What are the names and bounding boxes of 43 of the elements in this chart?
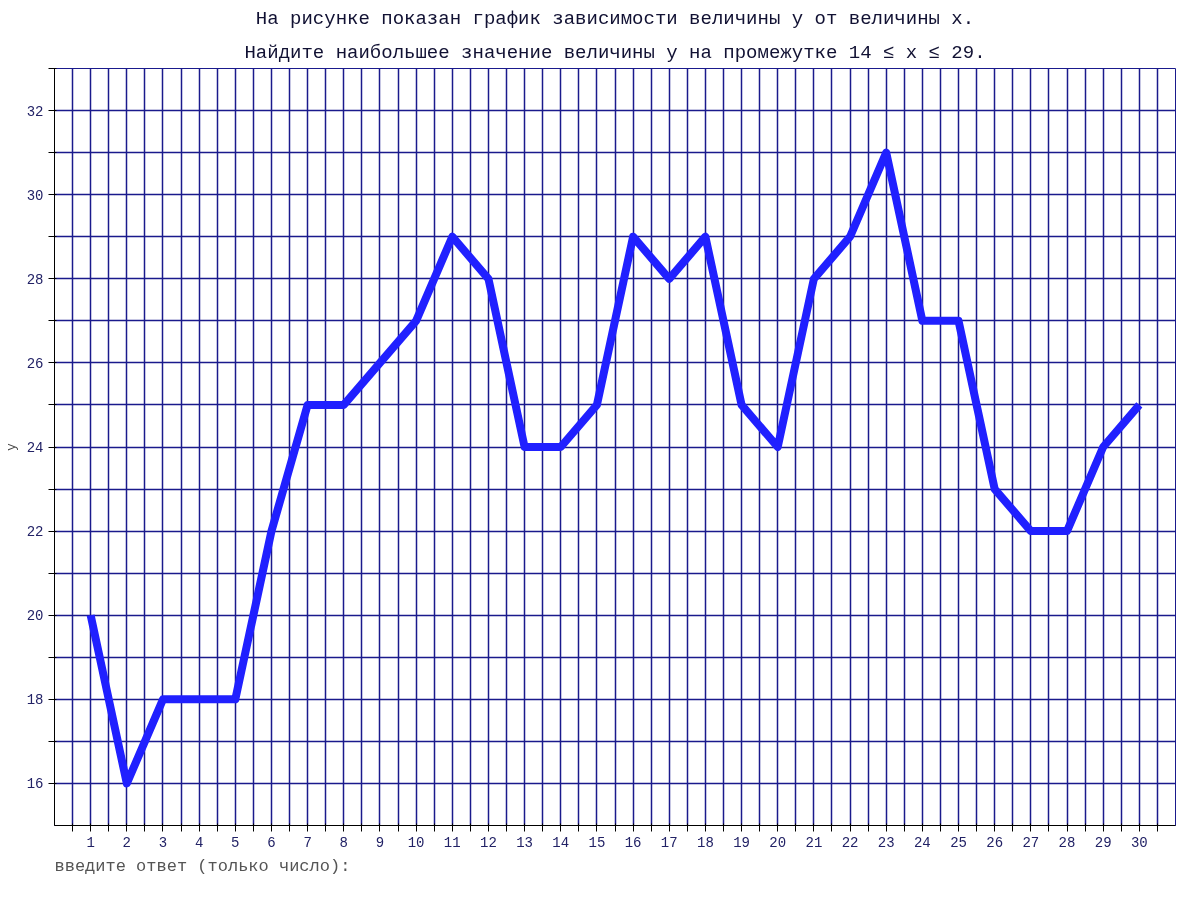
x-tick-label: 24 bbox=[913, 834, 931, 851]
y-tick-label: 28 bbox=[26, 271, 44, 288]
x-tick-label: 30 bbox=[1130, 834, 1148, 851]
x-tick-label: 19 bbox=[733, 834, 750, 851]
chart-title: На рисунке показан график зависимости величины y от величины x. bbox=[255, 7, 975, 30]
x-tick-label: 4 bbox=[194, 834, 204, 851]
x-tick-label: 11 bbox=[443, 834, 461, 851]
x-tick-label: 14 bbox=[552, 834, 570, 851]
x-tick-label: 25 bbox=[950, 834, 967, 851]
x-tick-label: 9 bbox=[375, 834, 385, 851]
x-tick-label: 16 bbox=[624, 834, 642, 851]
x-tick-label: 20 bbox=[769, 834, 787, 851]
x-tick-label: 7 bbox=[303, 834, 312, 851]
x-tick-label: 10 bbox=[407, 834, 425, 851]
x-tick-label: 26 bbox=[986, 834, 1004, 851]
y-tick-label: 24 bbox=[26, 440, 44, 456]
text: введите ответ (только число): bbox=[54, 856, 351, 876]
y-tick-label: 32 bbox=[26, 103, 44, 120]
x-tick-label: 12 bbox=[480, 834, 497, 851]
x-tick-label: 2 bbox=[122, 834, 132, 851]
x-tick-label: 8 bbox=[339, 834, 348, 851]
x-tick-label: 22 bbox=[841, 834, 859, 851]
x-tick-label: 5 bbox=[231, 834, 240, 851]
x-tick-label: 29 bbox=[1094, 834, 1112, 851]
y-tick-label: 18 bbox=[26, 692, 44, 709]
x-tick-label: 3 bbox=[158, 834, 168, 851]
x-tick-label: 15 bbox=[588, 834, 606, 851]
x-tick-label: 21 bbox=[805, 834, 823, 851]
y-tick-label: 22 bbox=[26, 524, 44, 541]
chart-subtitle: Найдите наибольшее значение величины y на промежутке 14 ≤ x ≤ 29. bbox=[244, 41, 986, 64]
y-tick-label: 16 bbox=[26, 776, 44, 793]
x-tick-label: 18 bbox=[697, 834, 714, 851]
x-tick-label: 17 bbox=[660, 834, 678, 851]
y-tick-label: 20 bbox=[26, 608, 44, 625]
x-tick-label: 13 bbox=[516, 834, 534, 851]
x-tick-label: 23 bbox=[877, 834, 895, 851]
x-tick-label: 28 bbox=[1058, 834, 1076, 851]
y-tick-label: 30 bbox=[26, 187, 44, 204]
x-tick-label: 27 bbox=[1022, 834, 1040, 851]
y-axis-title: y bbox=[3, 442, 19, 451]
x-tick-label: 1 bbox=[86, 834, 95, 851]
x-tick-label: 6 bbox=[267, 834, 276, 851]
y-tick-label: 26 bbox=[26, 355, 44, 372]
